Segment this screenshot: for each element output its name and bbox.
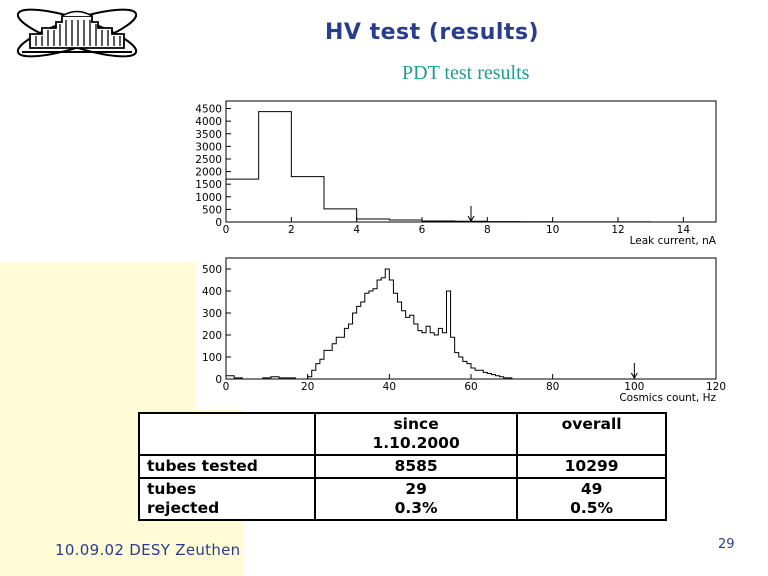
x-tick-label: 120 [706,381,726,393]
cut-arrow-head [467,215,475,222]
tested-since-value: 8585 [313,454,519,479]
x-tick-label: 10 [546,224,559,236]
header-overall: overall [516,412,667,456]
histogram-charts: 0 2 4 6 8 10 12 1405001000150020002500300035004… [195,100,726,404]
y-tick-label: 200 [202,330,222,342]
histogram-series-1 [225,111,717,223]
y-tick-label: 4000 [195,116,222,128]
x-tick-label: 0 [223,381,230,393]
y-tick-label: 2500 [195,154,222,166]
y-tick-label: 1500 [195,179,222,191]
institute-logo [16,8,138,58]
tested-overall-value: 10299 [516,454,667,479]
results-table: since 1.10.2000 overall tubes tested 8585… [138,412,667,521]
header-since: since 1.10.2000 [313,412,519,456]
x-tick-label: 14 [677,224,691,236]
footer-date-location: 10.09.02 DESY Zeuthen [55,541,241,559]
x-tick-label: 60 [464,381,477,393]
x-tick-label: 4 [353,224,360,236]
table-header-row: since 1.10.2000 overall [138,412,667,456]
x-tick-label: 40 [383,381,396,393]
rejected-overall-value: 49 0.5% [516,477,667,521]
cut-arrow-head [630,372,638,379]
y-tick-label: 3500 [195,129,222,141]
x-tick-label: 8 [484,224,491,236]
x-tick-label: 20 [301,381,314,393]
y-tick-label: 0 [215,217,222,229]
y-tick-label: 1000 [195,192,222,204]
y-tick-label: 4500 [195,104,222,116]
plot-frame-1 [225,100,717,223]
x-tick-label: 0 [223,224,230,236]
table-row: tubes tested 8585 10299 [138,454,667,479]
x-tick-label: 6 [419,224,426,236]
y-tick-label: 0 [215,374,222,386]
y-tick-label: 400 [202,286,222,298]
x-axis-label: Leak current, nA [630,235,717,247]
y-tick-label: 500 [202,264,222,276]
x-tick-label: 80 [546,381,559,393]
y-tick-label: 3000 [195,141,222,153]
y-tick-label: 2000 [195,167,222,179]
y-tick-label: 100 [202,352,222,364]
rejected-since-value: 29 0.3% [313,477,519,521]
x-axis-label: Cosmics count, Hz [619,392,716,404]
x-tick-label: 100 [624,381,644,393]
histogram-series-2 [225,268,716,380]
x-tick-label: 12 [611,224,624,236]
page-number: 29 [718,537,735,552]
plot-frame-2 [225,257,717,380]
y-tick-label: 300 [202,308,222,320]
table-row: tubes rejected 29 0.3% 49 0.5% [138,477,667,521]
row-label-rejected: tubes rejected [138,477,316,521]
table-corner-cell [138,412,316,456]
x-tick-label: 2 [288,224,295,236]
y-tick-label: 500 [202,204,222,216]
chart-subtitle: PDT test results [402,62,530,84]
slide-title: HV test (results) [325,20,540,45]
row-label-tested: tubes tested [138,454,316,479]
